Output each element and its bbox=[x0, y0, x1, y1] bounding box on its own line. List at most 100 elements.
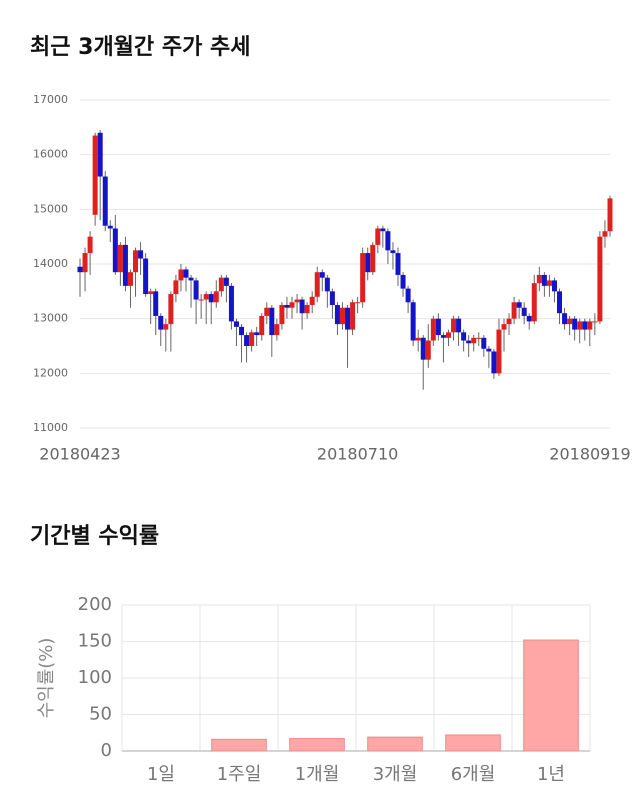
x-tick-label: 20180710 bbox=[317, 445, 398, 464]
x-tick-label: 1개월 bbox=[295, 764, 340, 785]
candle-body bbox=[117, 244, 123, 273]
bar bbox=[523, 639, 579, 752]
candle-body bbox=[198, 299, 204, 301]
candle-body bbox=[466, 340, 472, 344]
candle-body bbox=[587, 321, 593, 330]
candle-body bbox=[511, 302, 517, 319]
candle-body bbox=[334, 305, 340, 325]
candle-body bbox=[163, 324, 169, 330]
candle-body bbox=[112, 228, 118, 273]
candle-body bbox=[304, 305, 310, 314]
candle-body bbox=[289, 302, 295, 308]
x-tick-label: 1년 bbox=[537, 764, 565, 785]
y-tick-label: 15000 bbox=[33, 202, 68, 215]
candle-body bbox=[188, 277, 194, 281]
y-tick-label: 0 bbox=[101, 740, 112, 761]
candle-body bbox=[309, 296, 315, 305]
candle-body bbox=[607, 198, 613, 232]
chart-title: 최근 3개월간 주가 추세 bbox=[30, 35, 250, 60]
candle-body bbox=[567, 318, 573, 325]
candle-body bbox=[430, 318, 436, 341]
candle-body bbox=[203, 294, 209, 300]
candle-body bbox=[521, 307, 527, 316]
candle-body bbox=[127, 272, 133, 286]
candle-body bbox=[148, 291, 154, 295]
candle-body bbox=[329, 291, 335, 305]
candle-body bbox=[223, 277, 229, 286]
candle-body bbox=[218, 277, 224, 292]
y-tick-label: 11000 bbox=[33, 421, 68, 434]
candle-body bbox=[425, 340, 431, 360]
candle-body bbox=[420, 337, 426, 360]
candle-body bbox=[562, 313, 568, 325]
candle-body bbox=[244, 335, 250, 346]
candle-body bbox=[87, 236, 93, 254]
candle-body bbox=[324, 277, 330, 292]
candle-body bbox=[486, 348, 492, 352]
candle-body bbox=[254, 332, 260, 336]
candle-body bbox=[314, 272, 320, 297]
candle-body bbox=[249, 332, 255, 346]
candle-body bbox=[390, 250, 396, 254]
candle-body bbox=[496, 329, 502, 374]
candle-body bbox=[102, 176, 108, 226]
candle-body bbox=[133, 250, 139, 273]
candle-body bbox=[77, 266, 83, 273]
candle-body bbox=[577, 321, 583, 330]
bar bbox=[445, 734, 501, 752]
candle-body bbox=[274, 324, 280, 336]
y-tick-label: 150 bbox=[78, 631, 112, 652]
candle-body bbox=[476, 337, 482, 339]
candle-body bbox=[516, 302, 522, 308]
bar bbox=[367, 736, 423, 752]
candle-body bbox=[582, 321, 588, 330]
candle-body bbox=[602, 231, 608, 237]
candle-body bbox=[92, 135, 98, 215]
y-tick-label: 17000 bbox=[33, 93, 68, 106]
candle-body bbox=[597, 236, 603, 322]
candle-body bbox=[122, 244, 128, 286]
candle-body bbox=[546, 280, 552, 286]
candle-body bbox=[339, 307, 345, 325]
candle-body bbox=[178, 269, 184, 281]
candle-body bbox=[531, 283, 537, 322]
candle-body bbox=[551, 280, 557, 292]
y-tick-label: 14000 bbox=[33, 257, 68, 270]
x-tick-label: 1일 bbox=[147, 764, 175, 785]
candle-body bbox=[370, 244, 376, 273]
candle-body bbox=[299, 299, 305, 314]
x-tick-label: 20180919 bbox=[549, 445, 630, 464]
candle-body bbox=[501, 324, 507, 330]
x-tick-label: 1주일 bbox=[217, 764, 262, 785]
bar bbox=[211, 738, 267, 752]
candle-body bbox=[415, 337, 421, 341]
candle-body bbox=[153, 291, 159, 316]
candle-body bbox=[82, 253, 88, 273]
candle-body bbox=[592, 321, 598, 323]
candle-body bbox=[541, 274, 547, 286]
candle-body bbox=[279, 305, 285, 325]
bar bbox=[289, 738, 345, 752]
candle-body bbox=[259, 315, 265, 336]
candle-body bbox=[193, 280, 199, 300]
y-tick-label: 16000 bbox=[33, 148, 68, 161]
x-tick-label: 20180423 bbox=[39, 445, 120, 464]
candle-body bbox=[506, 318, 512, 325]
candle-body bbox=[183, 269, 189, 278]
candle-body bbox=[400, 274, 406, 289]
candle-body bbox=[143, 258, 149, 295]
x-tick-label: 6개월 bbox=[451, 764, 496, 785]
candle-body bbox=[345, 307, 351, 330]
candle-body bbox=[213, 291, 219, 303]
candle-body bbox=[97, 132, 103, 177]
candle-body bbox=[375, 228, 381, 245]
candle-body bbox=[491, 351, 497, 374]
candle-body bbox=[294, 299, 300, 303]
candle-body bbox=[319, 272, 325, 278]
candle-body bbox=[365, 253, 371, 273]
candle-body bbox=[471, 337, 477, 344]
x-tick-label: 3개월 bbox=[373, 764, 418, 785]
y-tick-label: 12000 bbox=[33, 366, 68, 379]
y-tick-label: 100 bbox=[78, 667, 112, 688]
